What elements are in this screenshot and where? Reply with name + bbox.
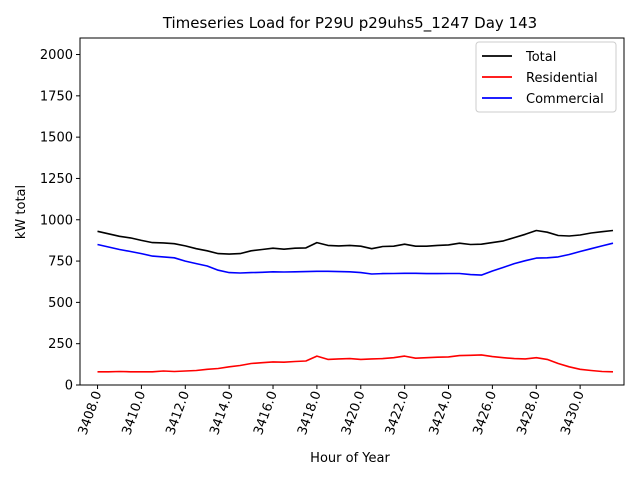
x-tick-label: 3414.0: [207, 389, 237, 437]
y-tick-label: 2000: [40, 48, 73, 63]
y-tick-label: 1750: [40, 89, 73, 104]
y-tick-label: 1500: [40, 131, 73, 146]
x-tick-label: 3420.0: [339, 389, 369, 437]
series-layer: [97, 229, 614, 373]
series-line-commercial: [97, 242, 614, 276]
x-axis-label: Hour of Year: [310, 451, 390, 466]
legend-label-total: Total: [525, 50, 556, 65]
chart-title: Timeseries Load for P29U p29uhs5_1247 Da…: [162, 14, 537, 33]
plot-frame: [79, 37, 625, 386]
series-line-total: [97, 229, 614, 255]
x-tick-label: 3408.0: [76, 389, 106, 437]
x-tick-label: 3430.0: [558, 389, 588, 437]
y-tick-label: 500: [48, 296, 73, 311]
y-tick-label: 1250: [40, 172, 73, 187]
x-tick-label: 3418.0: [295, 389, 325, 437]
x-tick-label: 3416.0: [251, 389, 281, 437]
legend-box: [475, 41, 617, 113]
y-tick-label: 750: [48, 255, 73, 270]
series-line-residential: [97, 354, 614, 373]
y-tick-label: 1000: [40, 213, 73, 228]
legend: Total Residential Commercial: [475, 41, 617, 113]
x-tick-label: 3410.0: [120, 389, 150, 437]
x-tick-label: 3412.0: [163, 389, 193, 437]
legend-label-residential: Residential: [526, 71, 598, 86]
y-tick-label: 0: [65, 379, 73, 394]
y-axis-label: kW total: [14, 185, 29, 239]
legend-label-commercial: Commercial: [526, 92, 604, 107]
x-tick-label: 3428.0: [514, 389, 544, 437]
x-tick-label: 3426.0: [470, 389, 500, 437]
x-tick-label: 3422.0: [383, 389, 413, 437]
x-tick-label: 3424.0: [427, 389, 457, 437]
y-tick-label: 250: [48, 337, 73, 352]
